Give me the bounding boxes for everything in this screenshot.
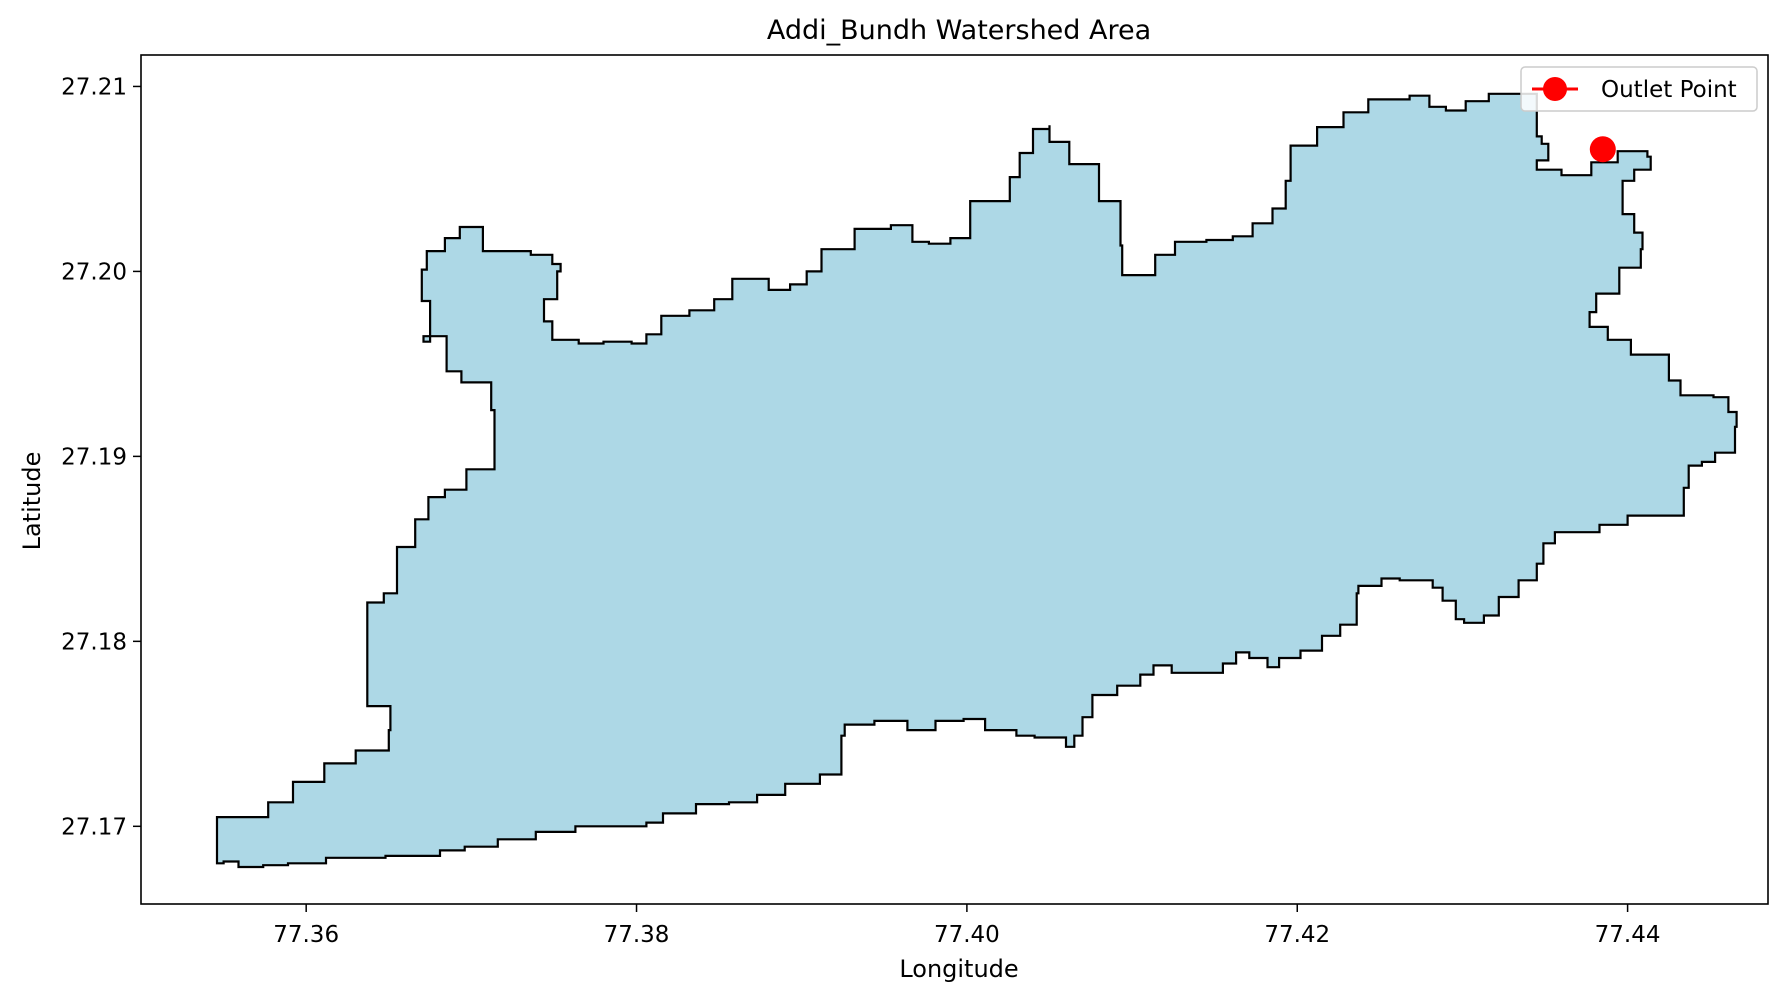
y-tick-label: 27.17 xyxy=(61,814,127,840)
legend-label-outlet-point: Outlet Point xyxy=(1601,77,1737,103)
x-tick-label: 77.38 xyxy=(604,922,670,948)
y-axis-ticks: 27.17 27.18 27.19 27.20 27.21 xyxy=(61,74,141,840)
legend-marker xyxy=(1543,77,1567,101)
x-tick-label: 77.42 xyxy=(1264,922,1330,948)
chart-title: Addi_Bundh Watershed Area xyxy=(767,15,1151,46)
watershed-polygon xyxy=(215,92,1738,869)
y-tick-label: 27.18 xyxy=(61,629,127,655)
x-tick-label: 77.44 xyxy=(1595,922,1661,948)
y-tick-label: 27.21 xyxy=(61,74,127,100)
outlet-point-marker xyxy=(1589,136,1616,163)
y-tick-label: 27.19 xyxy=(61,444,127,470)
y-axis-label: Latitude xyxy=(18,452,46,551)
x-axis-ticks: 77.36 77.38 77.40 77.42 77.44 xyxy=(273,904,1661,948)
x-tick-label: 77.36 xyxy=(273,922,339,948)
legend-box xyxy=(1520,66,1758,112)
x-axis-label: Longitude xyxy=(899,955,1018,983)
axes-frame xyxy=(140,54,1769,905)
legend: Outlet Point xyxy=(1520,66,1758,112)
x-tick-label: 77.40 xyxy=(934,922,1000,948)
y-tick-label: 27.20 xyxy=(61,259,127,285)
